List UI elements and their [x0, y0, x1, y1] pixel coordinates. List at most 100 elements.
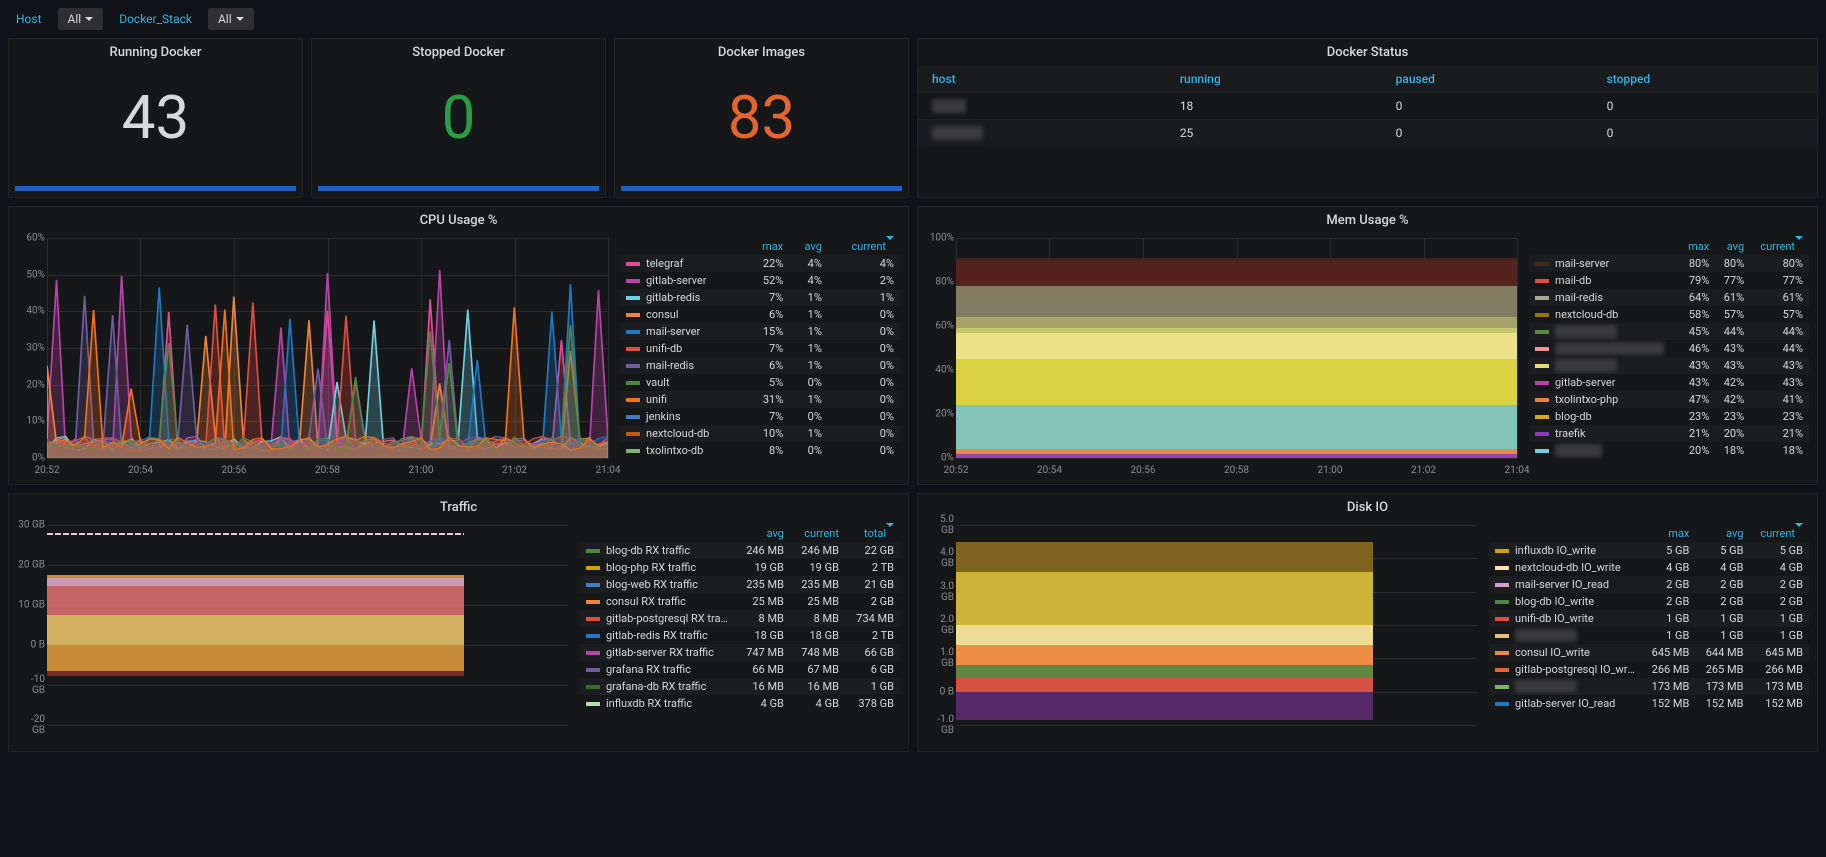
sparkline: [15, 173, 296, 191]
cpu-chart[interactable]: 0%10%20%30%40%50%60%20:5220:5420:5620:58…: [17, 238, 608, 476]
diskio-chart[interactable]: -1.0 GB0 B1.0 GB2.0 GB3.0 GB4.0 GB5.0 GB: [926, 525, 1477, 743]
legend-header[interactable]: avg: [1715, 238, 1750, 255]
legend-item[interactable]: mail-server IO_read2 GB2 GB2 GB: [1489, 576, 1809, 593]
legend-item[interactable]: mail-server15%1%0%: [620, 323, 900, 340]
var-stack-label: Docker_Stack: [111, 8, 200, 30]
panel-title: Disk IO: [918, 494, 1817, 521]
panel-title: Docker Status: [918, 39, 1817, 66]
legend-item[interactable]: gitlab-postgresql RX traffic8 MB8 MB734 …: [580, 610, 900, 627]
column-header[interactable]: host: [918, 66, 1166, 93]
sparkline: [621, 173, 902, 191]
panel-title: Stopped Docker: [312, 39, 605, 66]
legend-header[interactable]: [1489, 525, 1641, 542]
legend-item[interactable]: jenkins7%0%0%: [620, 408, 900, 425]
cpu-legend[interactable]: maxavgcurrent telegraf22%4%4%gitlab-serv…: [620, 238, 900, 476]
legend-item[interactable]: txolintxo-db8%0%0%: [620, 442, 900, 459]
mem-chart[interactable]: 0%20%40%60%80%100%20:5220:5420:5620:5821…: [926, 238, 1517, 476]
panel-traffic[interactable]: Traffic -20 GB-10 GB0 B10 GB20 GB30 GB a…: [8, 493, 909, 752]
legend-item[interactable]: gitlab-redis RX traffic18 GB18 GB2 TB: [580, 627, 900, 644]
sort-icon: [886, 236, 894, 253]
legend-item[interactable]: nextcloud-db IO_write4 GB4 GB4 GB: [1489, 559, 1809, 576]
legend-item[interactable]: txolintxo-php47%42%41%: [1529, 391, 1809, 408]
legend-item[interactable]: ████████45%44%44%: [1529, 323, 1809, 340]
diskio-legend[interactable]: maxavgcurrent influxdb IO_write5 GB5 GB5…: [1489, 525, 1809, 743]
legend-item[interactable]: consul RX traffic25 MB25 MB2 GB: [580, 593, 900, 610]
panel-docker-status[interactable]: Docker Status hostrunningpausedstopped █…: [917, 38, 1818, 198]
legend-item[interactable]: blog-db IO_write2 GB2 GB2 GB: [1489, 593, 1809, 610]
legend-item[interactable]: blog-web RX traffic235 MB235 MB21 GB: [580, 576, 900, 593]
legend-item[interactable]: grafana-db RX traffic16 MB16 MB1 GB: [580, 678, 900, 695]
traffic-legend[interactable]: avgcurrenttotal blog-db RX traffic246 MB…: [580, 525, 900, 743]
table-row: ██████2500: [918, 120, 1817, 147]
table-row: ████1800: [918, 93, 1817, 120]
legend-item[interactable]: blog-php RX traffic19 GB19 GB2 TB: [580, 559, 900, 576]
chevron-down-icon: [85, 17, 93, 21]
legend-header[interactable]: [1529, 238, 1680, 255]
var-stack-dropdown[interactable]: All: [208, 8, 254, 30]
legend-item[interactable]: vault5%0%0%: [620, 374, 900, 391]
panel-title: CPU Usage %: [9, 207, 908, 234]
legend-item[interactable]: gitlab-redis7%1%1%: [620, 289, 900, 306]
legend-item[interactable]: gitlab-server IO_read152 MB152 MB152 MB: [1489, 695, 1809, 712]
legend-item[interactable]: mail-db79%77%77%: [1529, 272, 1809, 289]
stat-value: 0: [312, 66, 605, 169]
legend-item[interactable]: telegraf22%4%4%: [620, 255, 900, 272]
panel-cpu-usage[interactable]: CPU Usage % 0%10%20%30%40%50%60%20:5220:…: [8, 206, 909, 485]
legend-item[interactable]: mail-redis64%61%61%: [1529, 289, 1809, 306]
var-host-label: Host: [8, 8, 50, 30]
legend-item[interactable]: ██████████████46%43%44%: [1529, 340, 1809, 357]
traffic-chart[interactable]: -20 GB-10 GB0 B10 GB20 GB30 GB: [17, 525, 568, 743]
legend-item[interactable]: influxdb IO_write5 GB5 GB5 GB: [1489, 542, 1809, 559]
legend-header[interactable]: [620, 238, 746, 255]
legend-header[interactable]: avg: [1695, 525, 1749, 542]
legend-item[interactable]: unifi-db7%1%0%: [620, 340, 900, 357]
legend-item[interactable]: unifi-db IO_write1 GB1 GB1 GB: [1489, 610, 1809, 627]
legend-header[interactable]: total: [845, 525, 900, 542]
panel-mem-usage[interactable]: Mem Usage % 0%20%40%60%80%100%20:5220:54…: [917, 206, 1818, 485]
legend-item[interactable]: consul6%1%0%: [620, 306, 900, 323]
legend-item[interactable]: ████████173 MB173 MB173 MB: [1489, 678, 1809, 695]
legend-item[interactable]: blog-db RX traffic246 MB246 MB22 GB: [580, 542, 900, 559]
legend-header[interactable]: max: [1641, 525, 1695, 542]
legend-item[interactable]: unifi31%1%0%: [620, 391, 900, 408]
legend-header[interactable]: current: [790, 525, 845, 542]
legend-item[interactable]: gitlab-postgresql IO_write266 MB265 MB26…: [1489, 661, 1809, 678]
sparkline: [318, 173, 599, 191]
panel-diskio[interactable]: Disk IO -1.0 GB0 B1.0 GB2.0 GB3.0 GB4.0 …: [917, 493, 1818, 752]
legend-header[interactable]: max: [1680, 238, 1716, 255]
legend-header[interactable]: current: [1750, 238, 1809, 255]
legend-item[interactable]: ██████20%18%18%: [1529, 442, 1809, 459]
sort-icon: [1795, 523, 1803, 540]
column-header[interactable]: stopped: [1593, 66, 1817, 93]
panel-title: Mem Usage %: [918, 207, 1817, 234]
legend-item[interactable]: ████████43%43%43%: [1529, 357, 1809, 374]
status-table: hostrunningpausedstopped ████1800██████2…: [918, 66, 1817, 146]
legend-item[interactable]: grafana RX traffic66 MB67 MB6 GB: [580, 661, 900, 678]
legend-item[interactable]: consul IO_write645 MB644 MB645 MB: [1489, 644, 1809, 661]
panel-title: Traffic: [9, 494, 908, 521]
legend-item[interactable]: nextcloud-db10%1%0%: [620, 425, 900, 442]
panel-stopped-docker[interactable]: Stopped Docker 0: [311, 38, 606, 198]
legend-item[interactable]: gitlab-server52%4%2%: [620, 272, 900, 289]
legend-item[interactable]: gitlab-server RX traffic747 MB748 MB66 G…: [580, 644, 900, 661]
legend-item[interactable]: mail-server80%80%80%: [1529, 255, 1809, 272]
legend-item[interactable]: traefik21%20%21%: [1529, 425, 1809, 442]
legend-header[interactable]: current: [828, 238, 900, 255]
legend-header[interactable]: avg: [789, 238, 828, 255]
legend-item[interactable]: influxdb RX traffic4 GB4 GB378 GB: [580, 695, 900, 712]
panel-running-docker[interactable]: Running Docker 43: [8, 38, 303, 198]
legend-item[interactable]: blog-db23%23%23%: [1529, 408, 1809, 425]
column-header[interactable]: paused: [1382, 66, 1593, 93]
legend-item[interactable]: nextcloud-db58%57%57%: [1529, 306, 1809, 323]
legend-item[interactable]: ████████1 GB1 GB1 GB: [1489, 627, 1809, 644]
legend-header[interactable]: avg: [735, 525, 790, 542]
legend-item[interactable]: gitlab-server43%42%43%: [1529, 374, 1809, 391]
var-host-dropdown[interactable]: All: [58, 8, 104, 30]
column-header[interactable]: running: [1166, 66, 1382, 93]
panel-docker-images[interactable]: Docker Images 83: [614, 38, 909, 198]
legend-item[interactable]: mail-redis6%1%0%: [620, 357, 900, 374]
legend-header[interactable]: max: [746, 238, 790, 255]
mem-legend[interactable]: maxavgcurrent mail-server80%80%80%mail-d…: [1529, 238, 1809, 476]
legend-header[interactable]: current: [1749, 525, 1809, 542]
legend-header[interactable]: [580, 525, 735, 542]
